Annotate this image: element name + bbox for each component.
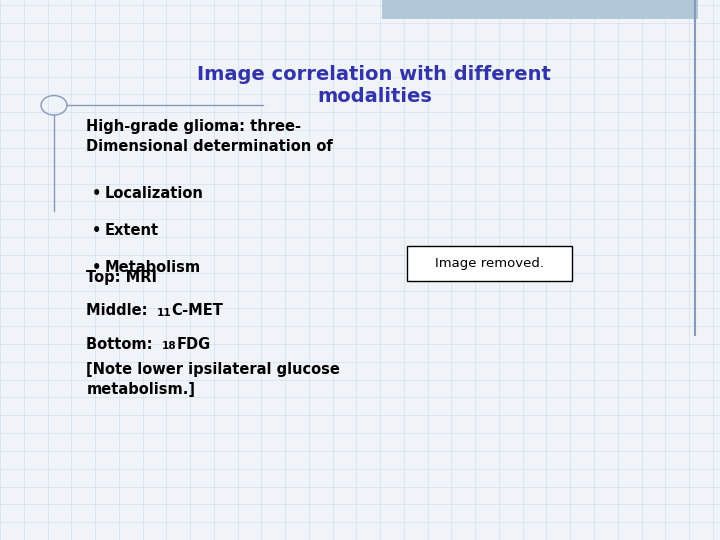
Text: •: • xyxy=(92,186,102,201)
Text: •: • xyxy=(92,260,102,275)
Text: [Note lower ipsilateral glucose
metabolism.]: [Note lower ipsilateral glucose metaboli… xyxy=(86,362,341,396)
Text: Metabolism: Metabolism xyxy=(104,260,201,275)
Text: Localization: Localization xyxy=(104,186,203,201)
Text: 11: 11 xyxy=(157,308,171,318)
Text: 18: 18 xyxy=(162,341,176,352)
Text: •: • xyxy=(92,223,102,238)
Text: Image removed.: Image removed. xyxy=(435,256,544,270)
Text: C-MET: C-MET xyxy=(171,303,223,319)
Text: Middle:: Middle: xyxy=(86,303,153,319)
Text: High-grade glioma: three-
Dimensional determination of: High-grade glioma: three- Dimensional de… xyxy=(86,119,333,153)
Text: Bottom:: Bottom: xyxy=(86,337,158,352)
Bar xyxy=(382,0,698,19)
Text: FDG: FDG xyxy=(176,337,211,352)
Text: Image correlation with different
modalities: Image correlation with different modalit… xyxy=(197,65,552,106)
FancyBboxPatch shape xyxy=(407,246,572,281)
Text: Top: MRI: Top: MRI xyxy=(86,270,158,285)
Text: Extent: Extent xyxy=(104,223,158,238)
